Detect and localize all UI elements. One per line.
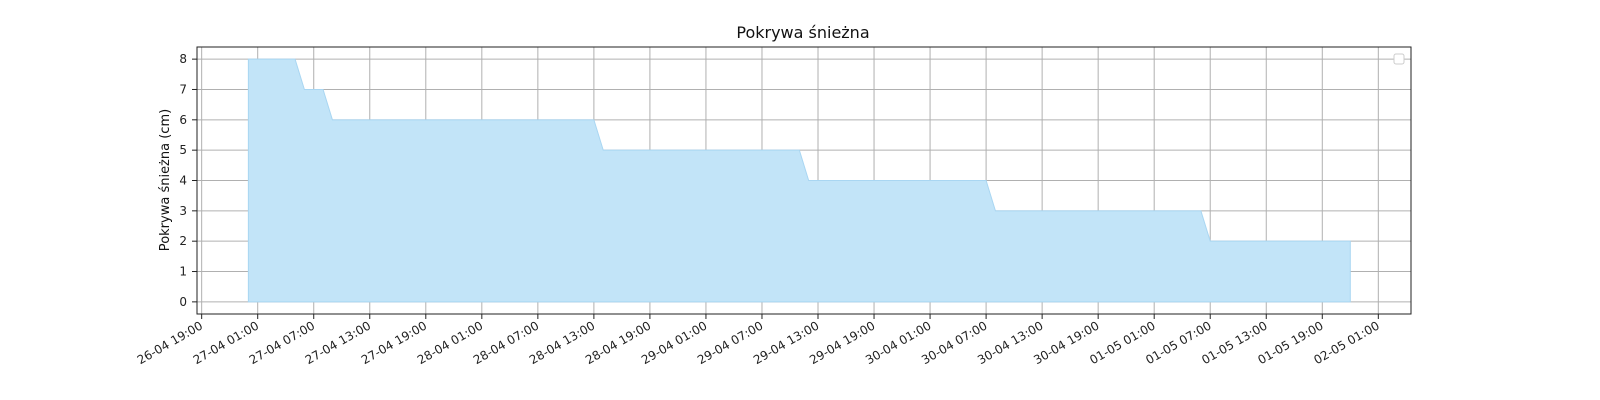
y-tick-label: 7 <box>179 82 187 96</box>
chart-title: Pokrywa śnieżna <box>736 23 869 42</box>
y-tick-label: 0 <box>179 295 187 309</box>
area-series <box>247 58 1351 303</box>
y-tick-label: 6 <box>179 113 187 127</box>
snow-cover-area <box>247 58 1351 303</box>
plot-frame <box>196 46 1412 315</box>
y-tick-label: 5 <box>179 143 187 157</box>
legend <box>1393 53 1405 65</box>
y-tick-label: 8 <box>179 52 187 66</box>
legend-box <box>1393 53 1405 65</box>
y-tick-label: 4 <box>179 174 187 188</box>
y-tick-label: 3 <box>179 204 187 218</box>
y-axis-label: Pokrywa śnieżna (cm) <box>158 109 173 251</box>
y-tick-label: 1 <box>179 265 187 279</box>
y-tick-label: 2 <box>179 234 187 248</box>
